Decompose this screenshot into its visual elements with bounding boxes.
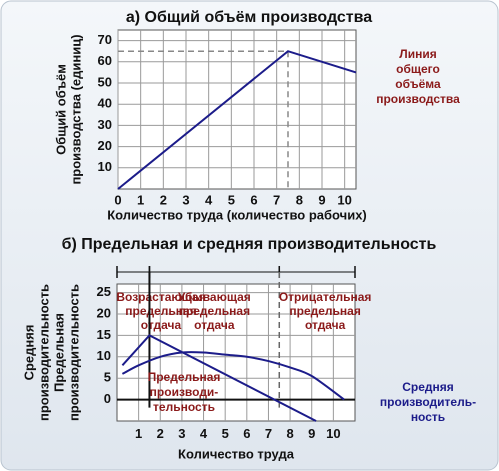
series-label: производства (376, 92, 460, 106)
series-label: Средняя (402, 380, 454, 394)
chart-title: б) Предельная и средняя производительнос… (62, 236, 437, 253)
region-label: предельная (289, 304, 360, 318)
series-label: объёма (395, 77, 441, 91)
region-label: предельная (125, 304, 196, 318)
x-tick-label: 7 (273, 192, 280, 207)
y-tick-label: 10 (97, 348, 111, 363)
y-tick-label: 70 (98, 32, 112, 47)
y-tick-label: 40 (98, 96, 112, 111)
series-label: ность (411, 410, 445, 424)
y-tick-label: 60 (98, 53, 112, 68)
series-label: общего (396, 62, 440, 76)
y-axis-label: Средняя (21, 325, 36, 381)
y-tick-label: 25 (97, 284, 111, 299)
series-label: Линия (399, 47, 436, 61)
x-tick-label: 2 (160, 192, 167, 207)
region-label: Отрицательная (279, 290, 372, 304)
x-tick-label: 1 (137, 192, 144, 207)
x-tick-label: 2 (157, 426, 164, 441)
plot-area (117, 29, 357, 190)
x-tick-label: 8 (286, 426, 293, 441)
series-line (117, 50, 357, 190)
x-tick-label: 4 (205, 192, 213, 207)
y-tick-label: 20 (98, 138, 112, 153)
x-tick-label: 3 (182, 192, 189, 207)
y-axis-label: производительность (66, 284, 81, 421)
x-tick-label: 5 (222, 426, 229, 441)
series-line (121, 334, 317, 422)
x-tick-label: 7 (265, 426, 272, 441)
region-label: отдача (305, 318, 346, 332)
y-tick-label: 10 (98, 159, 112, 174)
region-label: Возрастающая (116, 290, 205, 304)
y-axis-label: производства (единиц) (68, 34, 83, 184)
region-label: отдача (141, 318, 182, 332)
series-label: тельность (153, 400, 215, 414)
x-tick-label: 10 (326, 426, 340, 441)
y-tick-label: 20 (97, 305, 111, 320)
x-tick-label: 4 (200, 426, 208, 441)
region-label: Убывающая (178, 290, 251, 304)
x-tick-label: 8 (296, 192, 303, 207)
x-axis-label: Количество труда (количество рабочих) (107, 207, 367, 222)
y-tick-label: 0 (104, 391, 111, 406)
plot-area (116, 283, 356, 422)
y-axis-label: Общий объём (53, 64, 68, 155)
series-label: производитель- (380, 395, 476, 409)
series-label: производи- (150, 385, 219, 399)
x-axis-label: Количество труда (178, 446, 295, 461)
series-line (121, 351, 345, 401)
y-axis-label: Предельная (51, 313, 66, 392)
x-tick-label: 3 (178, 426, 185, 441)
chart-title: а) Общий объём производства (126, 9, 372, 26)
x-tick-label: 0 (114, 192, 121, 207)
y-tick-label: 5 (104, 370, 111, 385)
y-tick-label: 50 (98, 74, 112, 89)
x-tick-label: 6 (243, 426, 250, 441)
x-tick-label: 10 (337, 192, 351, 207)
y-tick-label: 15 (97, 327, 111, 342)
x-tick-label: 9 (318, 192, 325, 207)
x-tick-label: 9 (308, 426, 315, 441)
series-label: Предельная (148, 370, 221, 384)
region-label: предельная (179, 304, 250, 318)
region-label: отдача (194, 318, 235, 332)
x-tick-label: 5 (228, 192, 235, 207)
y-axis-label: производительность (36, 284, 51, 421)
x-tick-label: 6 (250, 192, 257, 207)
y-tick-label: 30 (98, 117, 112, 132)
x-tick-label: 1 (135, 426, 142, 441)
